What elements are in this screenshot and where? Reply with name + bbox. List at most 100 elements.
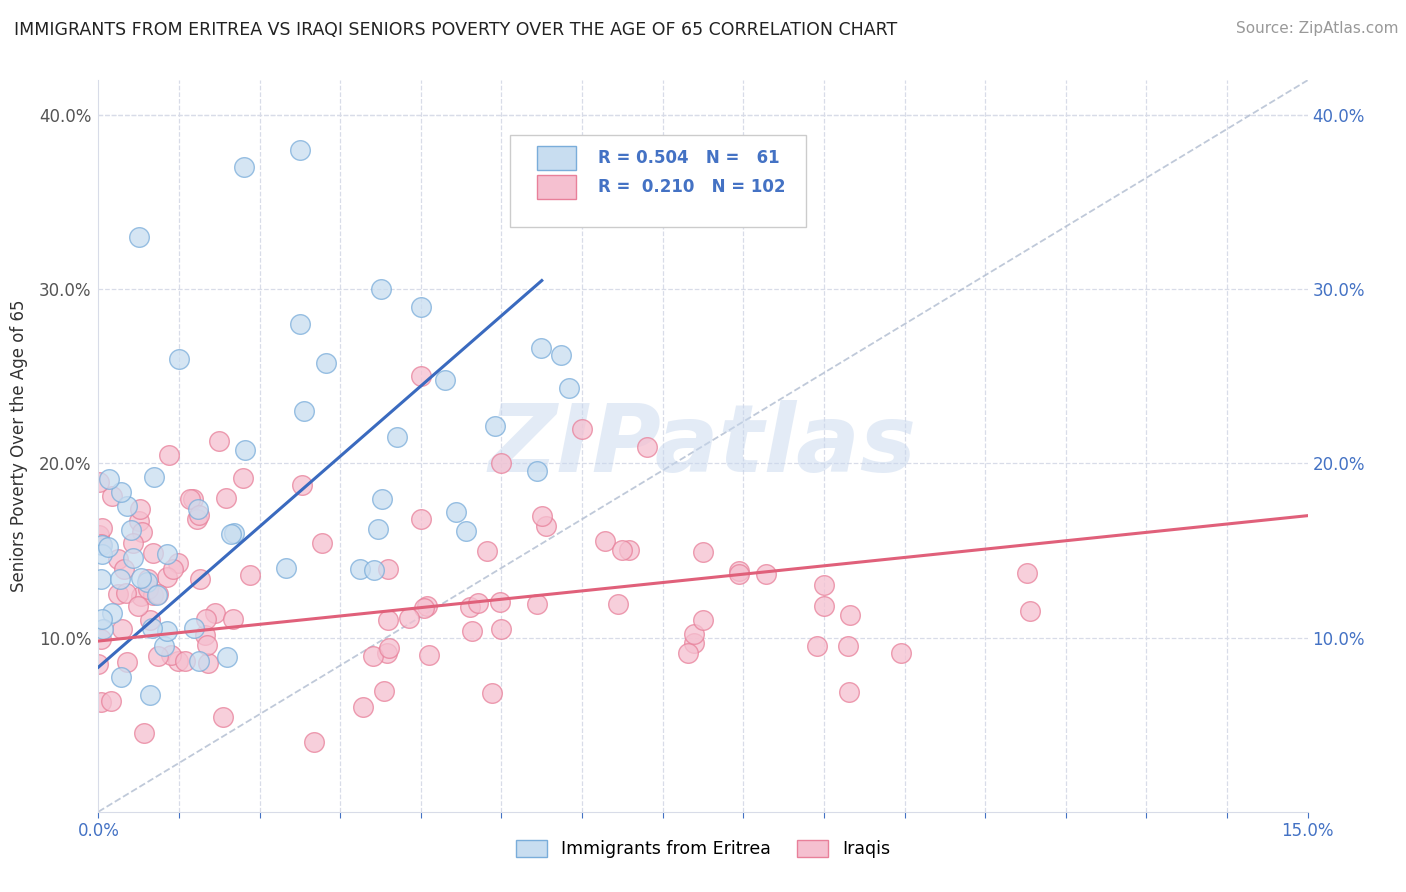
- Point: [755, 567, 778, 582]
- Point: [890, 646, 912, 660]
- Point: [683, 627, 706, 641]
- Point: [179, 492, 201, 507]
- Point: [142, 470, 165, 484]
- Point: [467, 595, 489, 609]
- Text: Source: ZipAtlas.com: Source: ZipAtlas.com: [1236, 21, 1399, 36]
- Point: [692, 613, 714, 627]
- Point: [122, 550, 145, 565]
- Point: [98, 472, 121, 486]
- Point: [120, 523, 142, 537]
- Point: [90, 547, 112, 561]
- Point: [156, 570, 179, 584]
- Point: [87, 657, 110, 671]
- Point: [461, 624, 484, 638]
- Point: [678, 646, 700, 660]
- FancyBboxPatch shape: [537, 146, 576, 169]
- Point: [530, 342, 553, 356]
- Point: [692, 545, 714, 559]
- Point: [526, 597, 548, 611]
- Point: [132, 726, 155, 740]
- Point: [167, 351, 190, 366]
- Point: [107, 587, 129, 601]
- Point: [90, 536, 112, 550]
- Point: [187, 502, 209, 516]
- Point: [530, 508, 553, 523]
- Point: [91, 612, 114, 626]
- Y-axis label: Seniors Poverty Over the Age of 65: Seniors Poverty Over the Age of 65: [10, 300, 28, 592]
- Point: [129, 590, 152, 604]
- Point: [139, 688, 162, 702]
- Point: [91, 622, 114, 636]
- Point: [416, 599, 439, 613]
- Point: [112, 561, 135, 575]
- Point: [606, 597, 628, 611]
- Point: [484, 419, 506, 434]
- Point: [117, 655, 139, 669]
- Point: [148, 649, 170, 664]
- Point: [491, 457, 513, 471]
- Point: [838, 685, 860, 699]
- Point: [409, 300, 432, 314]
- Point: [188, 572, 211, 586]
- Point: [131, 524, 153, 539]
- Point: [157, 448, 180, 462]
- Point: [413, 601, 436, 615]
- Point: [146, 587, 169, 601]
- Point: [212, 710, 235, 724]
- Point: [128, 514, 150, 528]
- Point: [167, 654, 190, 668]
- Point: [276, 560, 298, 574]
- Point: [481, 686, 503, 700]
- Point: [378, 640, 401, 655]
- Point: [475, 544, 498, 558]
- Point: [136, 582, 159, 596]
- Point: [349, 562, 371, 576]
- Point: [377, 562, 399, 576]
- Point: [385, 430, 408, 444]
- Point: [526, 464, 548, 478]
- Point: [186, 512, 208, 526]
- Point: [110, 670, 132, 684]
- Point: [87, 528, 110, 542]
- Point: [232, 161, 254, 175]
- Point: [444, 505, 467, 519]
- Point: [141, 621, 163, 635]
- Point: [136, 574, 159, 589]
- Point: [90, 632, 112, 646]
- Point: [398, 611, 420, 625]
- Point: [806, 639, 828, 653]
- FancyBboxPatch shape: [509, 135, 806, 227]
- Point: [612, 543, 634, 558]
- Point: [111, 622, 134, 636]
- Point: [489, 595, 512, 609]
- Point: [311, 536, 333, 550]
- Legend: Immigrants from Eritrea, Iraqis: Immigrants from Eritrea, Iraqis: [509, 832, 897, 865]
- Point: [97, 541, 120, 555]
- Point: [315, 356, 337, 370]
- Point: [101, 489, 124, 503]
- Point: [728, 564, 751, 578]
- Point: [221, 527, 243, 541]
- Point: [136, 572, 159, 586]
- Point: [214, 491, 236, 505]
- Point: [454, 524, 477, 538]
- Point: [1019, 604, 1042, 618]
- Point: [107, 552, 129, 566]
- Point: [813, 599, 835, 614]
- Point: [288, 317, 311, 331]
- Text: ZIPatlas: ZIPatlas: [489, 400, 917, 492]
- Point: [373, 683, 395, 698]
- Point: [100, 694, 122, 708]
- Point: [195, 612, 218, 626]
- Point: [127, 599, 149, 613]
- Point: [90, 695, 112, 709]
- Point: [204, 606, 226, 620]
- Point: [183, 621, 205, 635]
- Point: [91, 538, 114, 552]
- Point: [110, 484, 132, 499]
- Point: [434, 373, 457, 387]
- Point: [489, 622, 512, 636]
- Point: [87, 475, 110, 489]
- Point: [232, 471, 254, 485]
- FancyBboxPatch shape: [537, 176, 576, 199]
